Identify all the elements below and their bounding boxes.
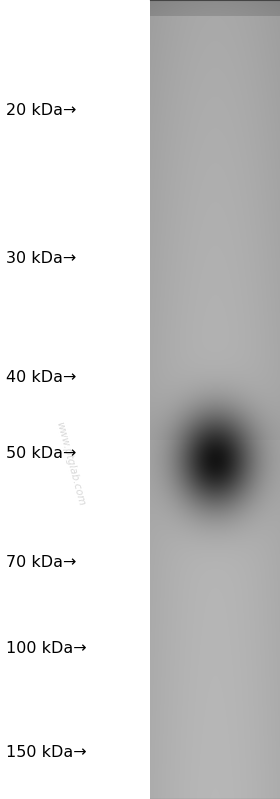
Text: 30 kDa→: 30 kDa→ bbox=[6, 252, 76, 266]
Text: 50 kDa→: 50 kDa→ bbox=[6, 447, 76, 461]
Bar bbox=[0, 0, 150, 799]
Text: 100 kDa→: 100 kDa→ bbox=[6, 642, 86, 656]
Text: 70 kDa→: 70 kDa→ bbox=[6, 555, 76, 570]
Text: 40 kDa→: 40 kDa→ bbox=[6, 370, 76, 384]
Text: www.ptglab.com: www.ptglab.com bbox=[54, 420, 86, 507]
Text: 20 kDa→: 20 kDa→ bbox=[6, 103, 76, 117]
Text: 150 kDa→: 150 kDa→ bbox=[6, 745, 86, 760]
